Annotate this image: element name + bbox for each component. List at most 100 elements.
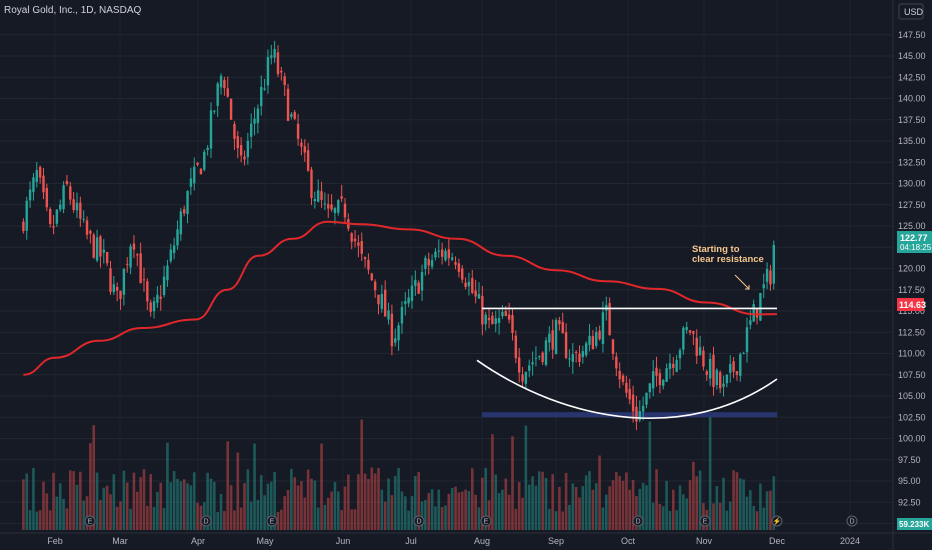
candle-body xyxy=(601,312,605,344)
y-tick-label: 100.00 xyxy=(898,434,926,444)
candle-body xyxy=(497,318,501,323)
candle-body xyxy=(370,273,373,281)
moving-average-line xyxy=(23,220,778,376)
candle-body xyxy=(437,250,440,252)
volume-bar xyxy=(189,485,193,530)
volume-bar xyxy=(303,497,307,530)
y-tick-label: 130.00 xyxy=(898,179,926,189)
volume-bar xyxy=(363,473,367,530)
candle-body xyxy=(290,114,293,117)
candle-body xyxy=(444,250,447,261)
volume-bar xyxy=(159,482,163,530)
candle-body xyxy=(417,282,420,294)
volume-bar xyxy=(330,491,333,530)
candle-body xyxy=(38,166,42,178)
candle-body xyxy=(92,234,95,258)
candle-body xyxy=(581,351,585,357)
volume-bars xyxy=(22,417,776,530)
volume-bar xyxy=(678,485,682,530)
candle-body xyxy=(119,290,122,300)
volume-bar xyxy=(390,495,394,530)
volume-bar xyxy=(276,511,280,530)
candle-body xyxy=(373,281,377,291)
volume-bar xyxy=(725,510,729,530)
volume-bar xyxy=(182,479,186,530)
y-tick-label: 140.00 xyxy=(898,94,926,104)
chart-title: Royal Gold, Inc., 1D, NASDAQ xyxy=(4,5,141,16)
candle-body xyxy=(414,279,417,287)
candle-body xyxy=(199,168,203,175)
candle-body xyxy=(725,374,729,384)
candle-body xyxy=(705,371,708,375)
event-marker xyxy=(200,515,212,527)
volume-bar xyxy=(290,468,293,530)
currency-label: USD xyxy=(904,7,924,17)
candle-body xyxy=(35,170,38,182)
annotation-line-1: Starting to xyxy=(692,244,740,255)
candle-body xyxy=(196,162,199,165)
candle-body xyxy=(735,371,739,375)
candle-body xyxy=(772,244,775,284)
candle-body xyxy=(672,363,675,368)
candle-body xyxy=(340,196,343,199)
volume-bar xyxy=(504,478,508,530)
volume-bar xyxy=(102,487,106,530)
last-price-tag: 122.77 04:18:25 xyxy=(897,231,932,253)
candle-body xyxy=(313,199,317,202)
candle-body xyxy=(608,303,611,336)
candle-body xyxy=(551,330,554,350)
candle-body xyxy=(216,83,219,106)
volume-bar xyxy=(343,486,347,530)
candle-body xyxy=(223,80,226,89)
volume-bar xyxy=(772,476,776,530)
event-marker-label: D xyxy=(203,519,208,526)
volume-bar xyxy=(92,425,96,530)
volume-bar xyxy=(742,479,745,530)
volume-bar xyxy=(233,510,236,530)
candle-body xyxy=(32,177,35,193)
candle-body xyxy=(48,208,52,225)
volume-bar xyxy=(179,481,183,530)
candle-body xyxy=(554,319,558,355)
volume-bar xyxy=(712,503,715,530)
volume-bar xyxy=(397,468,400,530)
candle-body xyxy=(310,169,313,199)
candle-body xyxy=(528,365,531,371)
volume-bar xyxy=(132,472,136,530)
volume-bar xyxy=(591,489,595,530)
candle-body xyxy=(571,354,574,362)
candle-body xyxy=(584,343,588,356)
candle-body xyxy=(256,108,260,124)
candle-body xyxy=(420,272,424,291)
y-tick-label: 145.00 xyxy=(898,51,926,61)
candle-body xyxy=(132,243,136,250)
y-axis-labels: 90.0092.5095.0097.50100.00102.50105.0010… xyxy=(898,30,926,529)
volume-bar xyxy=(420,501,424,530)
candle-body xyxy=(765,268,769,282)
volume-bar xyxy=(156,491,159,530)
candle-body xyxy=(390,313,394,347)
volume-bar xyxy=(682,494,685,530)
candle-body xyxy=(568,358,571,360)
candle-body xyxy=(377,294,380,305)
event-marker xyxy=(413,515,425,527)
candle-body xyxy=(668,363,672,370)
volume-bar xyxy=(598,455,601,530)
volume-bar xyxy=(604,494,608,530)
volume-bar xyxy=(718,502,722,530)
volume-bar xyxy=(209,478,213,530)
candle-body xyxy=(146,281,149,302)
volume-bar xyxy=(608,486,611,530)
candle-body xyxy=(404,301,407,304)
volume-bar xyxy=(537,471,541,530)
volume-bar xyxy=(306,469,310,530)
candle-body xyxy=(283,76,286,86)
candle-body xyxy=(75,202,79,211)
event-marker xyxy=(632,515,644,527)
candle-body xyxy=(625,382,628,393)
currency-button[interactable]: USD xyxy=(898,3,924,20)
volume-bar xyxy=(75,484,79,530)
volume-bar xyxy=(239,507,243,530)
candle-body xyxy=(400,306,404,324)
